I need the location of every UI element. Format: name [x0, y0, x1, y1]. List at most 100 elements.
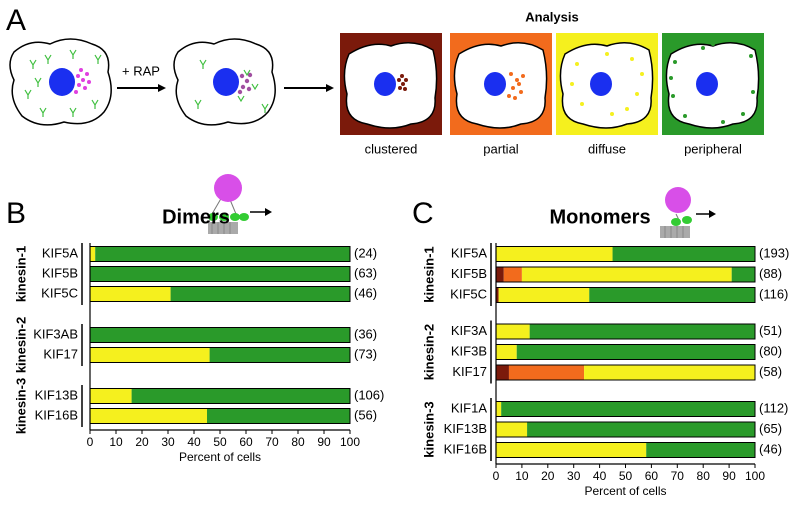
count-label: (56)	[354, 407, 377, 422]
group-label: kinesin-3	[13, 378, 28, 434]
x-tick-label: 30	[567, 469, 581, 483]
legend-dot	[721, 120, 725, 124]
bar-segment	[516, 344, 755, 360]
x-tick-label: 20	[135, 435, 149, 449]
x-tick-label: 90	[722, 469, 736, 483]
bar-segment	[646, 442, 755, 458]
arrow-label: + RAP	[122, 63, 160, 78]
x-tick-label: 0	[87, 435, 94, 449]
dimer-icon	[208, 174, 272, 234]
bar-segment	[170, 286, 350, 302]
group-label: kinesin-1	[421, 246, 436, 302]
y-tick-label: KIF3A	[451, 323, 487, 338]
legend-dot	[640, 72, 644, 76]
count-label: (24)	[354, 245, 377, 260]
legend-label: diffuse	[588, 141, 626, 156]
x-tick-label: 10	[515, 469, 529, 483]
bar-segment	[501, 401, 755, 417]
bar-segment	[521, 267, 732, 282]
chart-title: Dimers	[162, 206, 230, 228]
legend-dot	[509, 72, 513, 76]
y-tick-label: KIF13B	[444, 421, 487, 436]
y-tick-label: KIF5C	[450, 286, 487, 301]
legend-dot	[517, 82, 521, 86]
nucleus	[374, 72, 396, 96]
y-tick-label: KIF5A	[451, 245, 487, 260]
y-tick-label: KIF5C	[41, 285, 78, 300]
y-tick-label: KIF3AB	[33, 326, 78, 341]
bar-segment	[496, 401, 502, 417]
count-label: (46)	[759, 441, 782, 456]
count-label: (73)	[354, 346, 377, 361]
y-tick-label: KIF16B	[35, 407, 78, 422]
bar-segment	[90, 286, 171, 302]
x-tick-label: 40	[593, 469, 607, 483]
x-tick-label: 90	[317, 435, 331, 449]
count-label: (106)	[354, 387, 384, 402]
bar-segment	[496, 267, 504, 282]
cell-before	[9, 38, 112, 126]
count-label: (80)	[759, 343, 782, 358]
bar-segment	[612, 246, 755, 262]
bar-segment	[90, 388, 132, 404]
nucleus	[696, 72, 718, 96]
legend-dot	[610, 112, 614, 116]
x-tick-label: 70	[265, 435, 279, 449]
count-label: (51)	[759, 323, 782, 338]
legend-dot	[630, 57, 634, 61]
count-label: (193)	[759, 245, 789, 260]
x-tick-label: 80	[697, 469, 711, 483]
legend-dot	[575, 62, 579, 66]
x-axis-label: Percent of cells	[584, 484, 666, 498]
x-axis-label: Percent of cells	[179, 450, 261, 464]
legend-label: clustered	[365, 141, 418, 156]
bar-segment	[584, 365, 755, 380]
count-label: (112)	[759, 400, 788, 415]
legend-dot	[400, 74, 404, 78]
x-tick-label: 60	[239, 435, 253, 449]
count-label: (46)	[354, 285, 377, 300]
bar-segment	[496, 422, 528, 437]
bar-segment	[496, 365, 509, 380]
legend-label: partial	[483, 141, 519, 156]
bar-segment	[90, 266, 350, 282]
bar-segment	[496, 324, 530, 339]
count-label: (36)	[354, 326, 377, 341]
y-tick-label: KIF13B	[35, 387, 78, 402]
bar-segment	[498, 287, 590, 303]
legend-dot	[398, 86, 402, 90]
chart-title: Monomers	[549, 206, 650, 228]
y-tick-label: KIF5A	[42, 245, 78, 260]
bar-segment	[589, 287, 755, 303]
panel-letter: A	[6, 4, 26, 37]
panel-letter: B	[6, 197, 26, 230]
legend-dot	[605, 52, 609, 56]
bar-segment	[503, 267, 522, 282]
legend-dot	[711, 42, 715, 46]
legend-dot	[673, 60, 677, 64]
count-label: (65)	[759, 421, 782, 436]
x-tick-label: 20	[541, 469, 555, 483]
legend-dot	[635, 92, 639, 96]
legend-dot	[404, 78, 408, 82]
legend-dot	[397, 78, 401, 82]
legend-dot	[580, 102, 584, 106]
monomer-icon	[660, 187, 716, 238]
legend-dot	[669, 76, 673, 80]
y-tick-label: KIF17	[452, 364, 487, 379]
y-tick-label: KIF5B	[42, 265, 78, 280]
count-label: (116)	[759, 286, 788, 301]
bar-segment	[527, 422, 755, 437]
nucleus	[590, 72, 612, 96]
x-tick-label: 10	[109, 435, 123, 449]
x-tick-label: 100	[340, 435, 360, 449]
y-tick-label: KIF17	[43, 346, 78, 361]
bar-segment	[90, 347, 210, 363]
legend-dot	[403, 87, 407, 91]
x-tick-label: 50	[619, 469, 633, 483]
legend-dot	[511, 86, 515, 90]
legend-title: Analysis	[525, 9, 578, 24]
x-tick-label: 60	[645, 469, 659, 483]
x-tick-label: 80	[291, 435, 305, 449]
